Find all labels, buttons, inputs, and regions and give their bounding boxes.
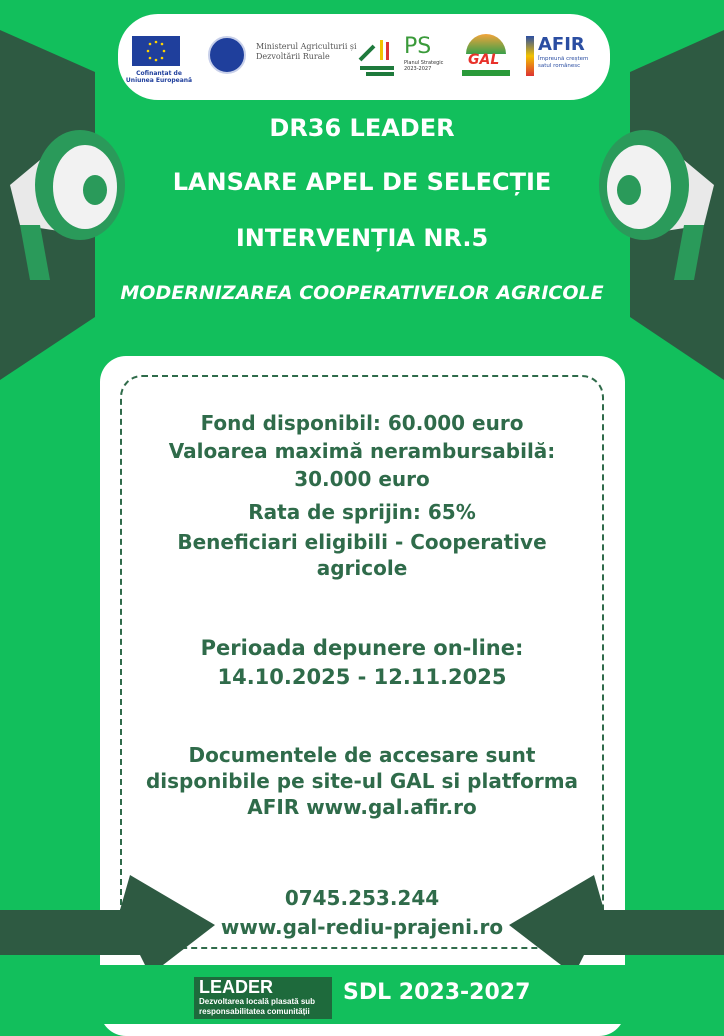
support-rate: Rata de sprijin: 65% bbox=[248, 500, 476, 524]
ps-mark: PS bbox=[404, 34, 432, 59]
megaphone-icon bbox=[10, 130, 125, 280]
ps-caption: Planul Strategic 2023-2027 bbox=[404, 60, 444, 72]
romanian-government-logo bbox=[208, 36, 246, 74]
subtitle: MODERNIZAREA COOPERATIVELOR AGRICOLE bbox=[120, 282, 604, 304]
max-value: 30.000 euro bbox=[294, 467, 430, 491]
documents-info: Documentele de accesare sunt disponibile… bbox=[145, 743, 579, 819]
contact-phone: 0745.253.244 bbox=[284, 886, 440, 910]
eu-caption: Cofinanțat de Uniunea Europeană bbox=[125, 70, 193, 84]
afir-tagline: Împreună creștem satul românesc bbox=[538, 56, 589, 69]
sdl-period: SDL 2023-2027 bbox=[343, 980, 531, 1005]
footer-band bbox=[0, 965, 724, 1024]
headline-intervention: INTERVENȚIA NR.5 bbox=[235, 224, 489, 252]
dashed-border bbox=[120, 375, 604, 949]
eligible-beneficiaries: Beneficiari eligibili - Cooperative agri… bbox=[177, 530, 547, 580]
gal-mark: GAL bbox=[468, 52, 500, 68]
leader-logo: LEADER Dezvoltarea locală plasată sub re… bbox=[194, 977, 332, 1019]
max-value-label: Valoarea maximă nerambursabilă: bbox=[168, 439, 556, 463]
partner-logo-bar: Cofinanțat de Uniunea Europeană Minister… bbox=[118, 14, 610, 100]
leader-caption: Dezvoltarea locală plasată sub responsab… bbox=[199, 997, 316, 1016]
megaphone-icon bbox=[599, 130, 714, 280]
headline-call-launch: LANSARE APEL DE SELECȚIE bbox=[172, 168, 552, 196]
contact-website[interactable]: www.gal-rediu-prajeni.ro bbox=[220, 915, 504, 939]
afir-mark: AFIR bbox=[538, 34, 585, 55]
gal-logo: GAL bbox=[462, 34, 510, 78]
eu-flag-logo bbox=[132, 36, 180, 66]
afir-logo: AFIR Împreună creștem satul românesc bbox=[526, 34, 596, 80]
arrow-left-icon bbox=[509, 875, 724, 975]
headline-program: DR36 LEADER bbox=[269, 114, 455, 142]
ps-strategic-plan-logo: PS Planul Strategic 2023-2027 bbox=[358, 34, 452, 80]
ministry-logo-text: Ministerul Agriculturii și Dezvoltării R… bbox=[256, 42, 357, 61]
period-dates: 14.10.2025 - 12.11.2025 bbox=[217, 665, 507, 689]
leader-title: LEADER bbox=[199, 977, 274, 997]
period-label: Perioada depunere on-line: bbox=[200, 636, 524, 660]
fund-available: Fond disponibil: 60.000 euro bbox=[200, 411, 524, 435]
arrow-right-icon bbox=[0, 875, 215, 975]
